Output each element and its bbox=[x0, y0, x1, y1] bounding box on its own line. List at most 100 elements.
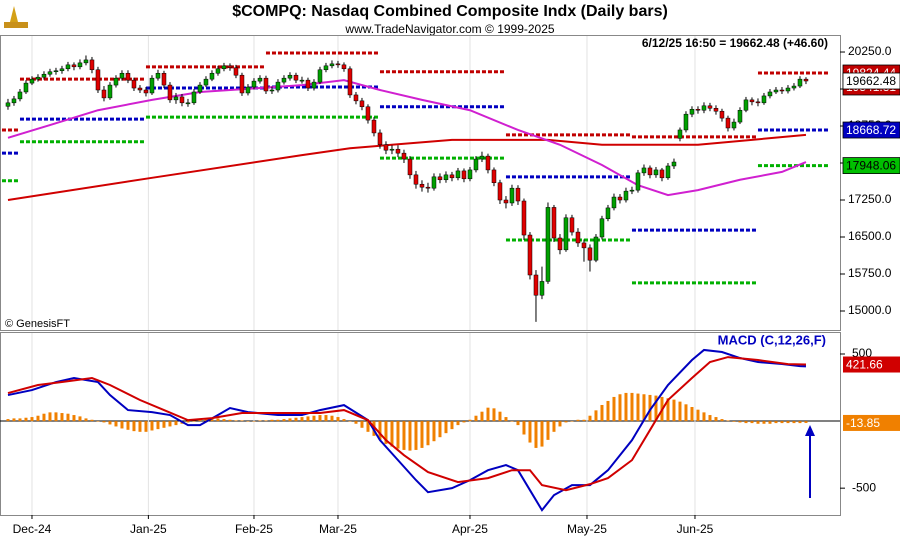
histogram-bar bbox=[510, 421, 514, 422]
candle-body bbox=[407, 158, 413, 176]
histogram-bar bbox=[774, 421, 778, 424]
candle-body bbox=[791, 85, 797, 89]
candle-body bbox=[545, 207, 551, 282]
histogram-bar bbox=[276, 419, 280, 422]
candle-body bbox=[659, 169, 665, 179]
histogram-bar bbox=[108, 421, 112, 425]
candle-body bbox=[581, 242, 587, 249]
candle-body bbox=[521, 200, 527, 236]
histogram-bar bbox=[288, 418, 292, 422]
histogram-bar bbox=[138, 421, 142, 432]
candle-body bbox=[125, 72, 131, 81]
candle-body bbox=[137, 87, 143, 91]
price-label: 18668.72 bbox=[846, 123, 896, 137]
candle-body bbox=[395, 148, 401, 154]
histogram-bar bbox=[564, 421, 568, 423]
candle-body bbox=[251, 80, 257, 88]
candle-body bbox=[275, 81, 281, 91]
candle-body bbox=[401, 152, 407, 160]
value-label: -13.85 bbox=[846, 416, 880, 430]
candle-body bbox=[611, 196, 617, 209]
histogram-bar bbox=[636, 393, 640, 422]
histogram-bar bbox=[24, 417, 28, 422]
histogram-bar bbox=[6, 419, 10, 422]
candle-body bbox=[449, 174, 455, 179]
histogram-bar bbox=[462, 421, 466, 423]
candle-body bbox=[113, 77, 119, 86]
candle-body bbox=[299, 79, 305, 82]
histogram-bar bbox=[360, 421, 364, 428]
candle-body bbox=[323, 65, 329, 71]
candle-body bbox=[509, 187, 515, 204]
histogram-bar bbox=[192, 421, 196, 422]
histogram-bar bbox=[666, 398, 670, 422]
histogram-bar bbox=[318, 415, 322, 422]
histogram-bar bbox=[486, 407, 490, 422]
histogram-bar bbox=[684, 404, 688, 422]
logo-base bbox=[4, 22, 28, 28]
histogram-bar bbox=[612, 396, 616, 422]
histogram-bar bbox=[258, 420, 262, 422]
histogram-bar bbox=[492, 408, 496, 422]
macd-line bbox=[7, 356, 807, 492]
candle-body bbox=[95, 69, 101, 91]
candle-body bbox=[575, 231, 581, 244]
logo bbox=[4, 6, 28, 28]
x-tick-label: Dec-24 bbox=[13, 522, 52, 536]
histogram-bar bbox=[690, 406, 694, 422]
histogram-bar bbox=[42, 413, 46, 422]
candle-body bbox=[503, 199, 509, 204]
moving-average bbox=[7, 79, 807, 197]
histogram-bar bbox=[528, 421, 532, 443]
candle-body bbox=[203, 78, 209, 86]
histogram-bar bbox=[648, 394, 652, 422]
candle-body bbox=[71, 64, 77, 68]
candle-body bbox=[461, 170, 467, 180]
candle-body bbox=[563, 217, 569, 251]
candle-body bbox=[53, 70, 59, 73]
candle-body bbox=[29, 78, 35, 84]
histogram-bar bbox=[450, 421, 454, 430]
histogram-bar bbox=[402, 421, 406, 450]
value-label-box bbox=[843, 356, 900, 373]
y-tick-label: 16500.0 bbox=[848, 229, 892, 243]
candle-body bbox=[263, 77, 269, 92]
histogram-bar bbox=[708, 415, 712, 422]
candle-body bbox=[587, 247, 593, 261]
histogram-bar bbox=[558, 421, 562, 427]
candle-body bbox=[269, 89, 275, 92]
histogram-bar bbox=[780, 421, 784, 424]
histogram-bar bbox=[132, 421, 136, 432]
candle-body bbox=[719, 110, 725, 119]
histogram-bar bbox=[270, 419, 274, 422]
price-label: 19662.48 bbox=[846, 74, 896, 88]
candle-body bbox=[473, 158, 479, 171]
histogram-bar bbox=[498, 411, 502, 422]
histogram-bar bbox=[702, 412, 706, 422]
candle-body bbox=[383, 144, 389, 151]
y-tick-label: 15000.0 bbox=[848, 303, 892, 317]
candle-body bbox=[479, 155, 485, 160]
y-tick-label: 17250.0 bbox=[848, 192, 892, 206]
candle-body bbox=[779, 89, 785, 92]
candle-body bbox=[233, 67, 239, 76]
histogram-bar bbox=[144, 421, 148, 432]
histogram-bar bbox=[36, 415, 40, 422]
histogram-bar bbox=[654, 395, 658, 422]
candle-body bbox=[455, 170, 461, 179]
candle-body bbox=[677, 129, 683, 139]
candle-body bbox=[557, 237, 563, 251]
moving-average bbox=[7, 133, 807, 202]
credit: © GenesisFT bbox=[5, 318, 70, 330]
histogram-bar bbox=[768, 421, 772, 424]
price-label-box bbox=[842, 157, 900, 174]
histogram-bar bbox=[96, 421, 100, 422]
candle-body bbox=[497, 182, 503, 201]
histogram-bar bbox=[534, 421, 538, 448]
candle-body bbox=[191, 91, 197, 104]
candle-body bbox=[5, 102, 11, 107]
arrow bbox=[805, 425, 815, 498]
candle-body bbox=[197, 84, 203, 93]
candle-body bbox=[689, 108, 695, 115]
